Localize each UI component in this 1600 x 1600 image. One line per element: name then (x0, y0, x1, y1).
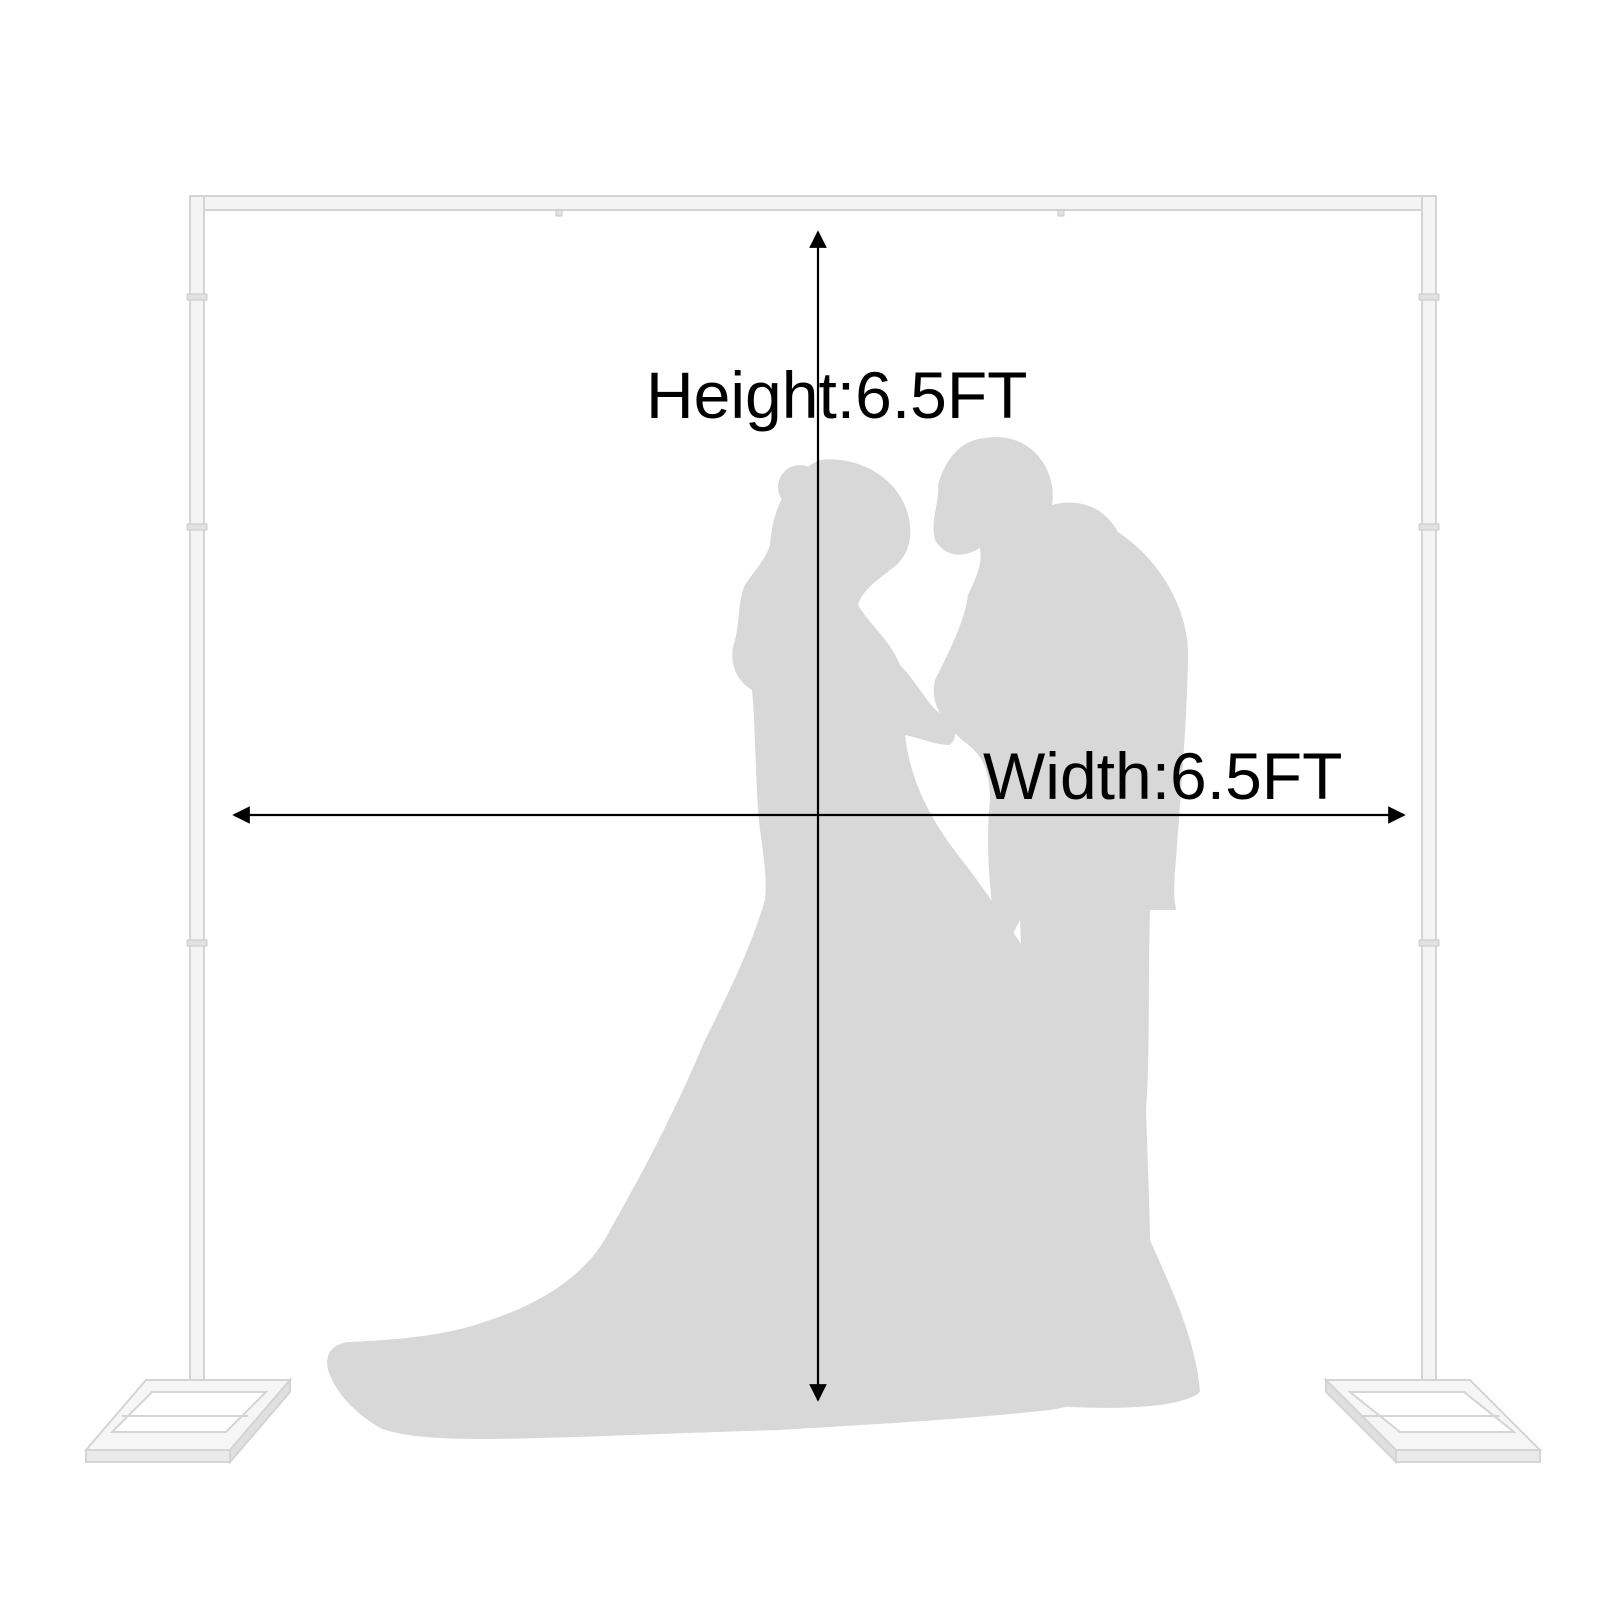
bride-silhouette (327, 459, 1170, 1439)
frame-left-base (83, 1377, 293, 1465)
wedding-couple-silhouette (327, 436, 1200, 1439)
frame-right-upright (1421, 195, 1437, 1419)
frame-right-base (1323, 1377, 1543, 1465)
width-label: Width:6.5FT (983, 739, 1343, 813)
frame-top-bar (189, 195, 1437, 211)
bride-hair-bun (778, 465, 822, 509)
groom-silhouette (933, 436, 1200, 1408)
height-label: Height:6.5FT (646, 358, 1028, 432)
dimension-arrows (232, 230, 1406, 1402)
backdrop-frame (83, 195, 1543, 1465)
frame-left-upright (189, 195, 205, 1419)
